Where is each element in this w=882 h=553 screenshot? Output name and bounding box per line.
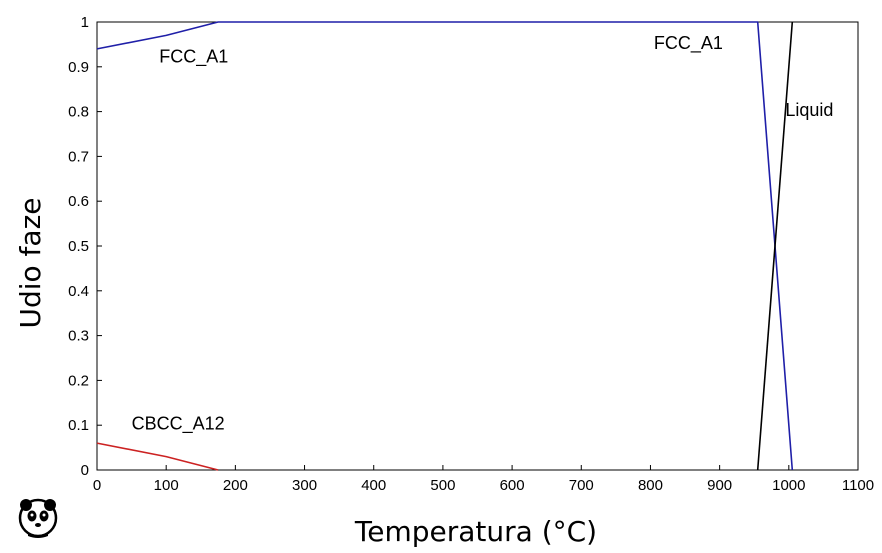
series-line-1 xyxy=(96,21,794,471)
x-tick-label: 400 xyxy=(361,477,386,494)
y-tick-label: 0 xyxy=(81,462,89,479)
y-tick-label: 0.6 xyxy=(68,193,89,210)
x-axis-ticks: 0 100 200 300 400 500 600 700 800 900 1000 1100 xyxy=(93,465,874,494)
x-tick-label: 800 xyxy=(638,477,663,494)
series-line-2 xyxy=(96,442,219,471)
x-tick-label: 600 xyxy=(500,477,525,494)
y-tick-label: 0.3 xyxy=(68,328,89,345)
x-tick-label: 500 xyxy=(430,477,455,494)
y-tick-label: 0.5 xyxy=(68,238,89,255)
y-tick-label: 0.9 xyxy=(68,59,89,76)
annotation-label: Liquid xyxy=(785,100,833,120)
y-tick-label: 0.7 xyxy=(68,148,89,165)
x-tick-label: 100 xyxy=(154,477,179,494)
annotation-label: CBCC_A12 xyxy=(132,414,225,435)
annotation-layer: FCC_A1 FCC_A1 Liquid CBCC_A12 xyxy=(132,33,834,435)
x-tick-label: 700 xyxy=(569,477,594,494)
y-axis-ticks: 0 0.1 0.2 0.3 0.4 0.5 0.6 0.7 0.8 0.9 1 xyxy=(68,14,102,479)
y-axis-title: Udio faze xyxy=(14,197,47,328)
y-tick-label: 1 xyxy=(81,14,89,31)
x-tick-label: 300 xyxy=(292,477,317,494)
panda-icon xyxy=(18,498,58,538)
plot-frame xyxy=(96,21,859,471)
x-tick-label: 900 xyxy=(707,477,732,494)
x-axis-title: Temperatura (°C) xyxy=(354,515,597,548)
series-line-3 xyxy=(756,21,794,471)
y-tick-label: 0.1 xyxy=(68,417,89,434)
x-tick-label: 0 xyxy=(93,477,101,494)
x-tick-label: 1000 xyxy=(772,477,805,494)
series-layer xyxy=(96,21,794,471)
y-tick-label: 0.4 xyxy=(68,283,89,300)
x-tick-label: 200 xyxy=(223,477,248,494)
annotation-label: FCC_A1 xyxy=(159,46,228,67)
x-tick-label: 1100 xyxy=(842,477,874,494)
y-tick-label: 0.8 xyxy=(68,104,89,121)
y-tick-label: 0.2 xyxy=(68,372,89,389)
annotation-label: FCC_A1 xyxy=(654,33,723,54)
